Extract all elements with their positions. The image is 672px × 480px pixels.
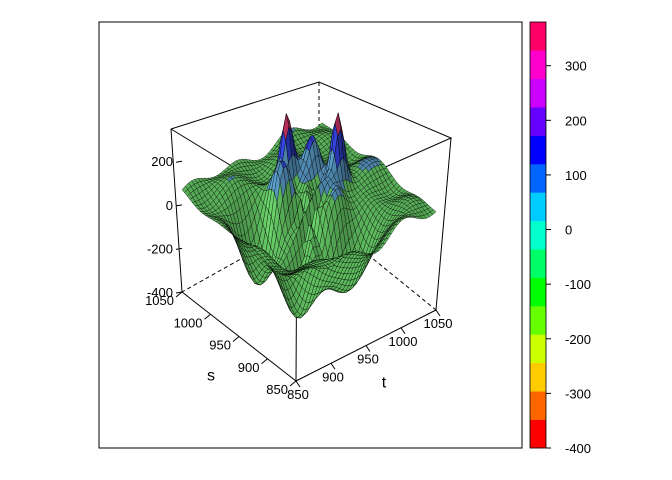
colorbar-segment <box>530 164 546 193</box>
colorbar-segment <box>530 50 546 80</box>
z-tick <box>175 204 183 207</box>
colorbar-segment <box>530 220 546 250</box>
s-tick-label: 1050 <box>145 293 174 308</box>
s-axis-title: s <box>207 368 215 385</box>
colorbar-tick-label: 0 <box>565 223 572 238</box>
colorbar-segment <box>530 277 546 307</box>
t-axis-title: t <box>382 375 387 392</box>
t-tick-label: 850 <box>287 387 309 402</box>
t-tick <box>365 345 371 352</box>
colorbar-tick-label: -400 <box>565 441 591 456</box>
z-tick-label: 0 <box>166 198 173 213</box>
z-tick <box>175 160 183 163</box>
z-tick <box>175 291 183 294</box>
s-tick <box>232 336 240 342</box>
s-tick-label: 850 <box>266 382 288 397</box>
surface-mesh <box>181 112 437 319</box>
colorbar-segment <box>530 22 546 51</box>
colorbar-segment <box>530 391 546 420</box>
s-tick <box>289 380 297 387</box>
colorbar-tick-label: 300 <box>565 59 587 74</box>
colorbar-segment <box>530 135 546 165</box>
colorbar-segment <box>530 419 546 449</box>
colorbar-segment <box>530 107 546 136</box>
colorbar-segment <box>530 78 546 108</box>
s-tick <box>204 313 211 320</box>
t-tick-label: 1000 <box>389 334 418 349</box>
t-tick <box>400 327 406 335</box>
colorbar-segment <box>530 249 546 278</box>
axes: -400-20002008509009501000105085090095010… <box>145 154 452 402</box>
plot-frame <box>98 21 523 449</box>
colorbar-segment <box>530 192 546 222</box>
colorbar: -400 -300 -200 -100 0 100 200 300 <box>529 21 591 456</box>
z-tick-label: 200 <box>151 154 173 169</box>
t-tick-label: 1050 <box>424 316 453 331</box>
colorbar-tick-label: -200 <box>565 332 591 347</box>
colorbar-tick-label: -100 <box>565 277 591 292</box>
z-tick-label: -200 <box>147 241 173 256</box>
box-edge-right <box>435 137 452 311</box>
s-tick <box>175 291 183 298</box>
s-tick-label: 950 <box>209 338 231 353</box>
s-tick <box>261 358 268 365</box>
t-tick <box>330 362 336 370</box>
colorbar-tick-label: 200 <box>565 113 587 128</box>
s-tick-label: 1000 <box>174 315 203 330</box>
t-tick <box>435 309 441 317</box>
s-tick-label: 900 <box>238 360 260 375</box>
colorbar-segment <box>530 306 546 335</box>
t-tick-label: 950 <box>357 352 379 367</box>
t-tick-label: 900 <box>322 369 344 384</box>
colorbar-frame <box>529 21 547 449</box>
colorbar-tick-label: -300 <box>565 386 591 401</box>
z-tick <box>175 247 183 250</box>
surface-facet <box>293 274 300 280</box>
colorbar-tick-label: 100 <box>565 168 587 183</box>
box-edge-left <box>170 128 183 293</box>
colorbar-segment <box>530 362 546 392</box>
t-tick <box>295 380 301 388</box>
colorbar-segment <box>530 334 546 364</box>
z-tick-label: -400 <box>147 285 173 300</box>
